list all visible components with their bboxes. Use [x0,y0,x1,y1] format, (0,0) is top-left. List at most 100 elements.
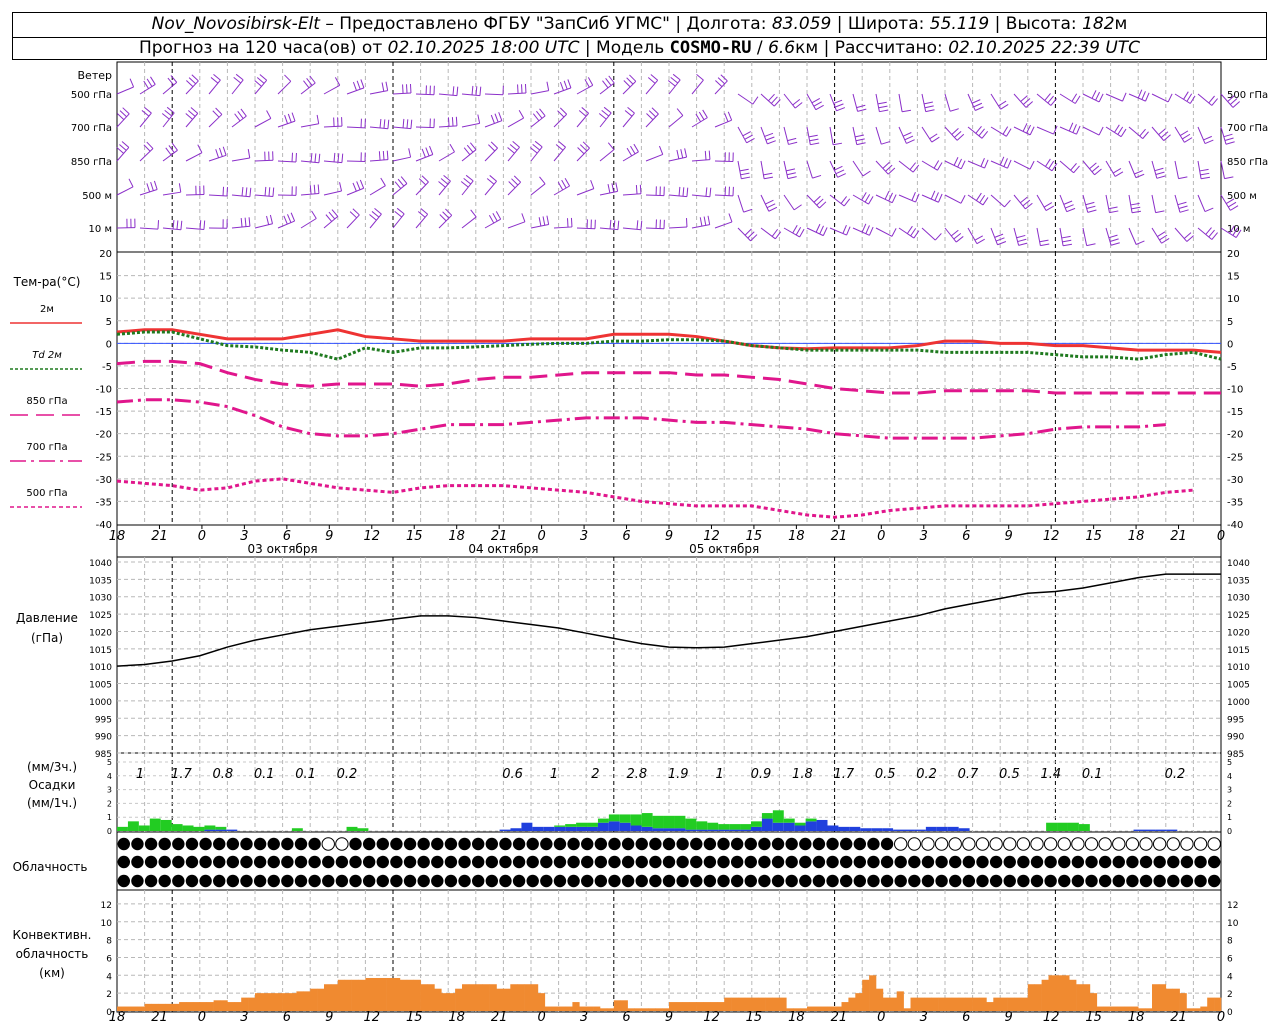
wind-barb-flag [143,144,151,152]
conv-bar [234,1002,242,1011]
precip-bar-snow [718,829,730,831]
conv-bar [738,997,746,1011]
cloud-symbol-overcast [989,874,1003,888]
wind-barb-flag [561,179,567,189]
wind-barb [668,226,688,229]
wind-barb-flag [254,80,262,87]
wind-barb [254,194,273,198]
wind-barb-flag [651,107,659,115]
wind-barb-flag [331,209,339,217]
conv-title-line: облачность [16,947,89,961]
wind-barb-flag [1073,165,1080,174]
time-label: 3 [920,529,928,544]
wind-barb-flag [1110,242,1120,246]
conv-bar [1034,984,1042,1011]
precip-tick-left: 2 [107,799,112,808]
conv-bar [689,1002,697,1011]
time-label-bottom: 9 [325,1010,333,1024]
time-label-bottom: 15 [406,1010,423,1024]
time-label: 12 [363,529,380,544]
cloud-symbol-overcast [417,837,430,851]
conv-bar [261,993,270,1011]
wind-barb-flag [792,224,798,234]
wind-barb [1174,160,1180,179]
precip-sum-label: 0.1 [254,767,275,782]
conv-bar [406,979,414,1011]
cloud-symbol-overcast [1030,874,1044,888]
precip-bar-rain [608,814,620,822]
wind-barb-flag [975,106,984,111]
wind-barb [438,151,455,162]
model-name: COSMO-RU [669,38,752,58]
wind-barb-flag [359,179,365,189]
wind-barb-flag [856,142,866,146]
wind-barb-flag [739,168,749,172]
temp-series-line [116,330,1222,361]
wind-barb [1197,194,1206,212]
wind-barb-flag [938,193,943,203]
wind-barb [668,79,681,95]
wind-barb-flag [787,176,797,180]
conv-bar [137,1006,145,1011]
wind-level-label-left: 700 гПа [71,123,112,134]
wind-barb [553,113,568,128]
wind-barb [806,160,813,179]
cloud-symbol-overcast [703,855,717,869]
wind-barb [576,147,590,162]
pressure-tick-left: 1030 [89,594,112,604]
cloud-symbol-overcast [1003,874,1016,888]
precip-sum-label: 0.2 [337,767,358,782]
wind-barb-flag [172,219,175,230]
conv-tick-right: 2 [1227,990,1233,1000]
pressure-tick-right: 985 [1227,750,1244,760]
wind-barb-flag [819,201,827,209]
wind-barb [438,214,453,229]
conv-bar [669,1002,677,1011]
wind-barb [231,225,250,229]
precip-sum-label: 1.9 [668,767,689,782]
cloud-symbol-overcast [744,874,757,888]
conv-bar [544,1006,552,1011]
conv-bar [627,1008,635,1011]
wind-barb-flag [906,225,913,234]
wind-barb [967,93,976,111]
temp-legend-label: 850 гПа [26,396,67,407]
cloud-symbol-overcast [949,855,962,869]
cloud-symbol-overcast [908,855,921,869]
conv-bar [358,979,366,1011]
wind-barb-flag [1122,92,1127,102]
wind-barb-flag [911,192,916,201]
wind-barb-flag [310,152,313,163]
conv-bar [882,997,891,1011]
wind-barb-flag [1186,93,1193,102]
cloud-symbol-overcast [471,855,485,869]
cloud-symbol-overcast [894,874,907,888]
time-label-bottom: 0 [537,1010,545,1024]
time-label-bottom: 12 [703,1010,720,1024]
resolution-unit: км [795,38,819,58]
wind-barb-flag [226,187,228,197]
pressure-tick-left: 1010 [89,663,112,673]
wind-barb-flag [328,211,336,220]
cloud-symbol-overcast [826,837,839,851]
cloud-symbol-overcast [635,837,648,851]
conv-bar [123,1006,132,1011]
wind-barb [990,227,998,245]
cloud-symbol-overcast [444,874,458,888]
wind-barb-flag [822,227,828,236]
conv-bar [130,1006,138,1011]
wind-barb [300,192,319,196]
wind-barb-flag [445,208,453,216]
conv-bar [220,1000,228,1011]
precip-tick-left: 3 [107,786,112,795]
wind-barb [622,80,637,95]
cloud-symbol-overcast [172,874,185,888]
precip-bar-snow [587,826,598,831]
cloud-symbol-overcast [226,874,240,888]
conv-tick-right: 8 [1227,937,1233,947]
wind-barb-flag [715,80,723,88]
wind-barb-flag [615,182,619,192]
cloud-title: Облачность [13,860,88,874]
conv-bar [462,984,470,1011]
wind-barb-flag [333,152,336,162]
